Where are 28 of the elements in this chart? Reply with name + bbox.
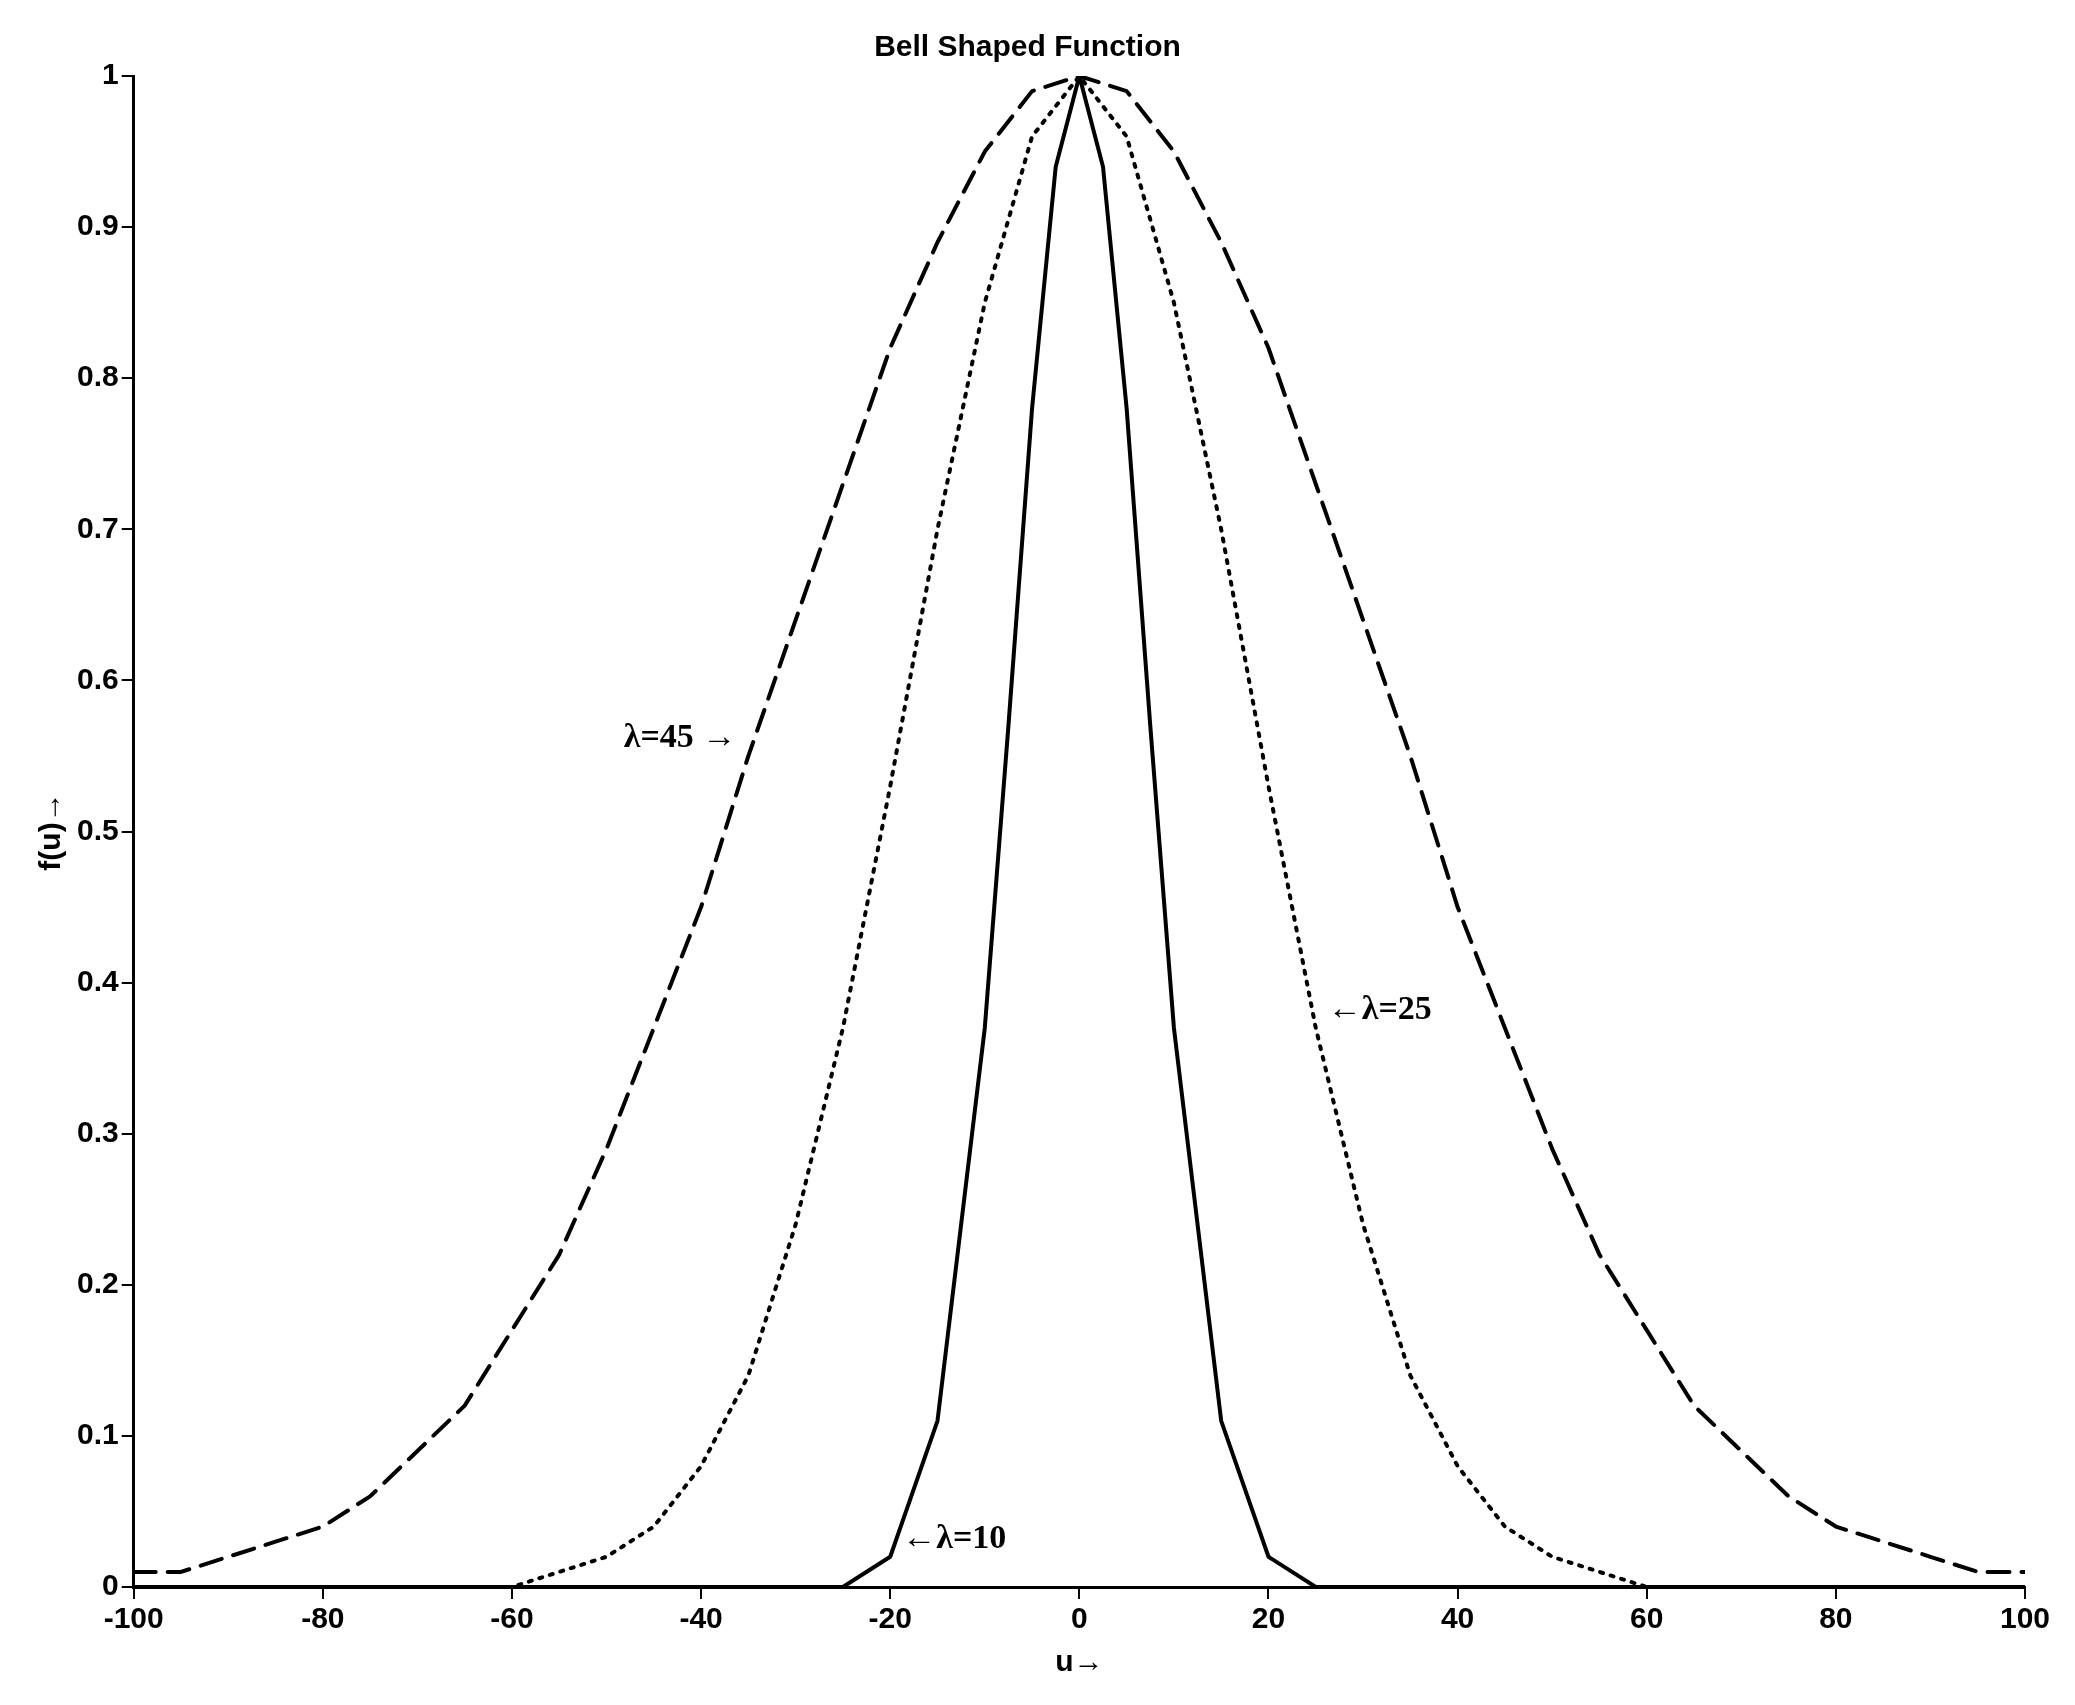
y-tick-label: 0.6 bbox=[76, 661, 119, 695]
x-tick-label: -100 bbox=[103, 1601, 164, 1635]
x-tick-label: -40 bbox=[679, 1601, 723, 1635]
y-tick-label: 0.7 bbox=[76, 510, 119, 544]
y-tick-label: 0.2 bbox=[76, 1266, 119, 1300]
y-tick-label: 0.5 bbox=[76, 812, 119, 846]
x-tick-label: 100 bbox=[1999, 1601, 2051, 1635]
y-tick-label: 0.8 bbox=[76, 359, 119, 393]
x-tick-label: 80 bbox=[1819, 1601, 1853, 1635]
y-tick-label: 0.4 bbox=[76, 963, 119, 997]
y-tick-label: 0.9 bbox=[76, 208, 119, 242]
x-axis-title: u→ bbox=[1055, 1644, 1104, 1678]
x-tick-label: 60 bbox=[1630, 1601, 1664, 1635]
x-tick-label: -60 bbox=[490, 1601, 534, 1635]
y-tick-label: 0 bbox=[102, 1568, 119, 1602]
x-tick-label: -20 bbox=[868, 1601, 912, 1635]
x-tick-label: 0 bbox=[1071, 1601, 1088, 1635]
annotation: ←λ=25 bbox=[1327, 988, 1432, 1026]
x-tick-label: 40 bbox=[1440, 1601, 1475, 1635]
y-tick-label: 0.3 bbox=[76, 1114, 119, 1148]
annotation: λ=45 → bbox=[623, 716, 737, 754]
y-tick-label: 0.1 bbox=[76, 1417, 119, 1451]
y-tick-label: 1 bbox=[102, 57, 119, 91]
y-axis-title: f(u)→ bbox=[33, 792, 67, 871]
annotation: ←λ=10 bbox=[902, 1517, 1007, 1555]
x-tick-label: -80 bbox=[301, 1601, 345, 1635]
x-tick-label: 20 bbox=[1251, 1601, 1286, 1635]
chart-title: Bell Shaped Function bbox=[874, 29, 1181, 63]
